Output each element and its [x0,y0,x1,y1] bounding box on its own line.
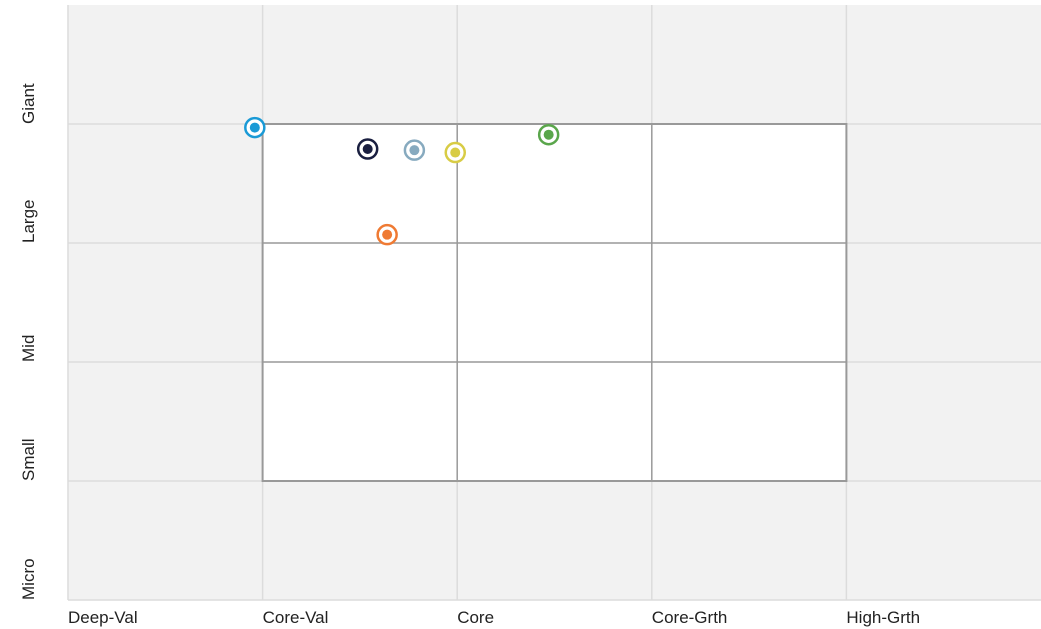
point [450,147,461,158]
x-tick-label: Core-Val [263,608,329,627]
y-tick-label: Large [19,200,38,243]
point [382,229,393,240]
y-tick-label: Mid [19,335,38,362]
y-tick-label: Giant [19,83,38,124]
point [362,143,373,154]
style-box [261,123,848,482]
point [543,129,554,140]
y-tick-label: Small [19,438,38,481]
point [249,122,260,133]
point [409,145,420,156]
x-tick-label: Deep-Val [68,608,138,627]
x-tick-label: High-Grth [846,608,920,627]
x-tick-label: Core-Grth [652,608,728,627]
x-tick-label: Core [457,608,494,627]
y-tick-label: Micro [19,558,38,600]
